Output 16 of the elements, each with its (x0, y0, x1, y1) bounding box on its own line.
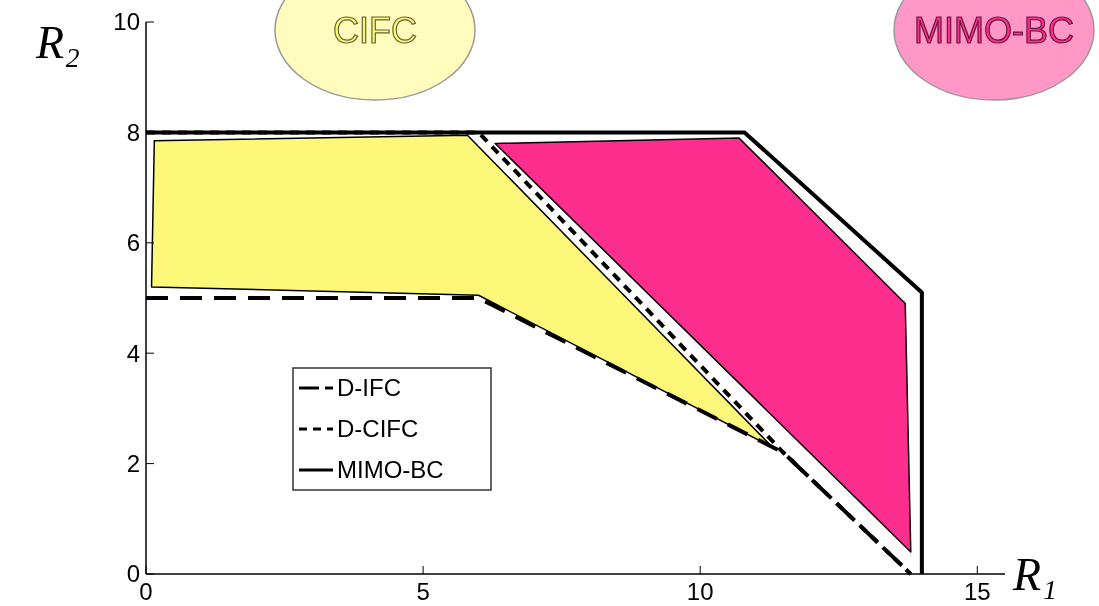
y-tick-label: 4 (126, 339, 140, 367)
legend-label: MIMO-BC (337, 456, 444, 484)
x-tick-label: 15 (963, 578, 991, 605)
y-axis-title: R₂ (34, 17, 81, 68)
y-tick-label: 6 (126, 229, 140, 257)
text: MIMO-BC (914, 9, 1074, 51)
x-axis-title: R₁ (1011, 549, 1058, 600)
legend-label: D-CIFC (337, 415, 419, 443)
y-tick-label: 8 (126, 118, 140, 146)
x-tick-label: 5 (416, 578, 430, 605)
legend-label: D-IFC (337, 374, 401, 402)
y-tick-label: 10 (113, 8, 140, 36)
y-tick-label: 2 (126, 450, 140, 477)
x-tick-label: 10 (686, 578, 714, 605)
y-tick-label: 0 (126, 560, 140, 588)
text: CIFC (333, 9, 417, 51)
